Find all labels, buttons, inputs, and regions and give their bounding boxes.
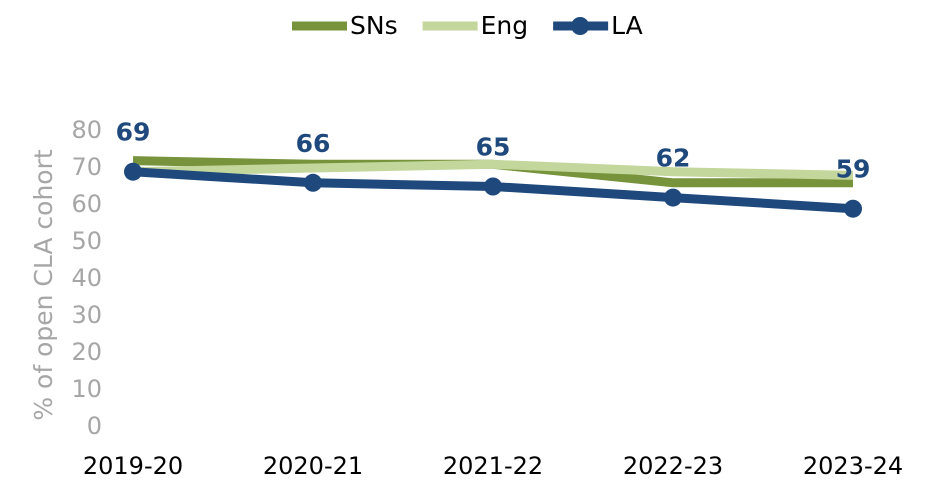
y-tick-label: 0 <box>87 412 102 440</box>
y-tick-label: 70 <box>71 153 102 181</box>
y-tick-label: 10 <box>71 375 102 403</box>
data-label: 59 <box>836 155 871 184</box>
legend-label: SNs <box>350 11 398 40</box>
legend-label: Eng <box>481 11 529 40</box>
x-tick-label: 2021-22 <box>443 452 543 480</box>
y-tick-label: 40 <box>71 264 102 292</box>
x-tick-label: 2020-21 <box>263 452 363 480</box>
legend-marker <box>571 17 590 35</box>
y-tick-label: 60 <box>71 190 102 218</box>
data-label: 66 <box>296 129 331 158</box>
y-tick-label: 30 <box>71 301 102 329</box>
marker <box>304 173 322 192</box>
legend-label: LA <box>611 11 643 40</box>
y-axis-label: % of open CLA cohort <box>29 149 58 421</box>
data-label: 69 <box>116 118 151 147</box>
marker <box>484 177 502 196</box>
x-tick-label: 2022-23 <box>623 452 723 480</box>
x-tick-label: 2023-24 <box>803 452 903 480</box>
data-label: 65 <box>476 133 511 162</box>
marker <box>124 162 142 181</box>
marker <box>664 188 682 207</box>
data-label: 62 <box>656 144 691 173</box>
y-tick-label: 20 <box>71 338 102 366</box>
marker <box>844 199 862 218</box>
y-tick-label: 80 <box>71 116 102 144</box>
x-tick-label: 2019-20 <box>83 452 183 480</box>
line-series <box>132 159 854 180</box>
y-tick-label: 50 <box>71 227 102 255</box>
